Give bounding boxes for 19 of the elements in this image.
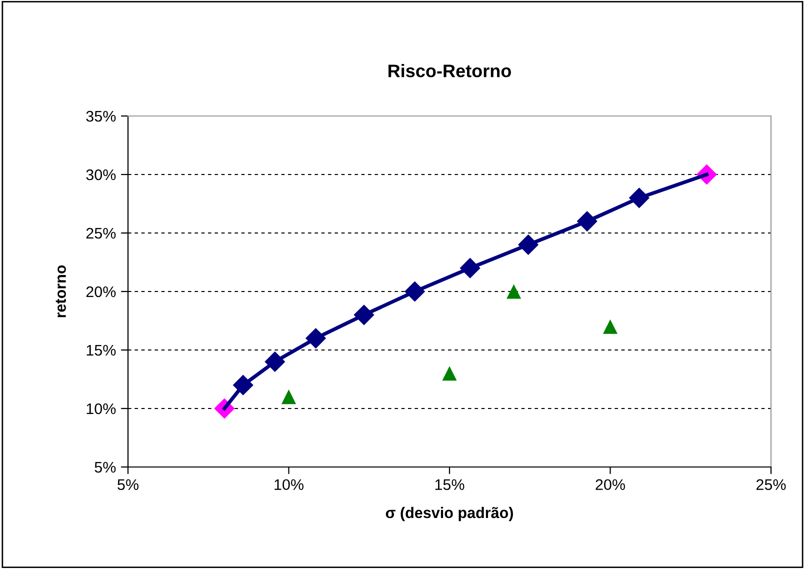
point [442, 366, 457, 381]
point [281, 390, 296, 404]
y-tick-label: 10% [86, 403, 116, 414]
x-axis-title: σ (desvio padrão) [386, 506, 513, 522]
y-tick-label: 35% [86, 110, 116, 122]
point [506, 284, 522, 299]
y-tick-label: 20% [86, 286, 116, 298]
x-tick-label: 25% [756, 479, 786, 490]
point [602, 319, 618, 334]
y-tick-label: 25% [86, 228, 116, 239]
x-tick-label: 5% [118, 479, 138, 490]
y-tick-label: 15% [86, 344, 116, 356]
y-tick-label: 5% [94, 462, 116, 473]
x-tick-label: 20% [596, 479, 625, 490]
y-tick-label: 30% [86, 169, 116, 180]
x-tick-label: 10% [274, 479, 304, 490]
chart-title: Risco-Retorno [388, 64, 511, 78]
x-tick-label: 15% [435, 479, 464, 490]
y-axis-title: retorno [56, 265, 66, 318]
